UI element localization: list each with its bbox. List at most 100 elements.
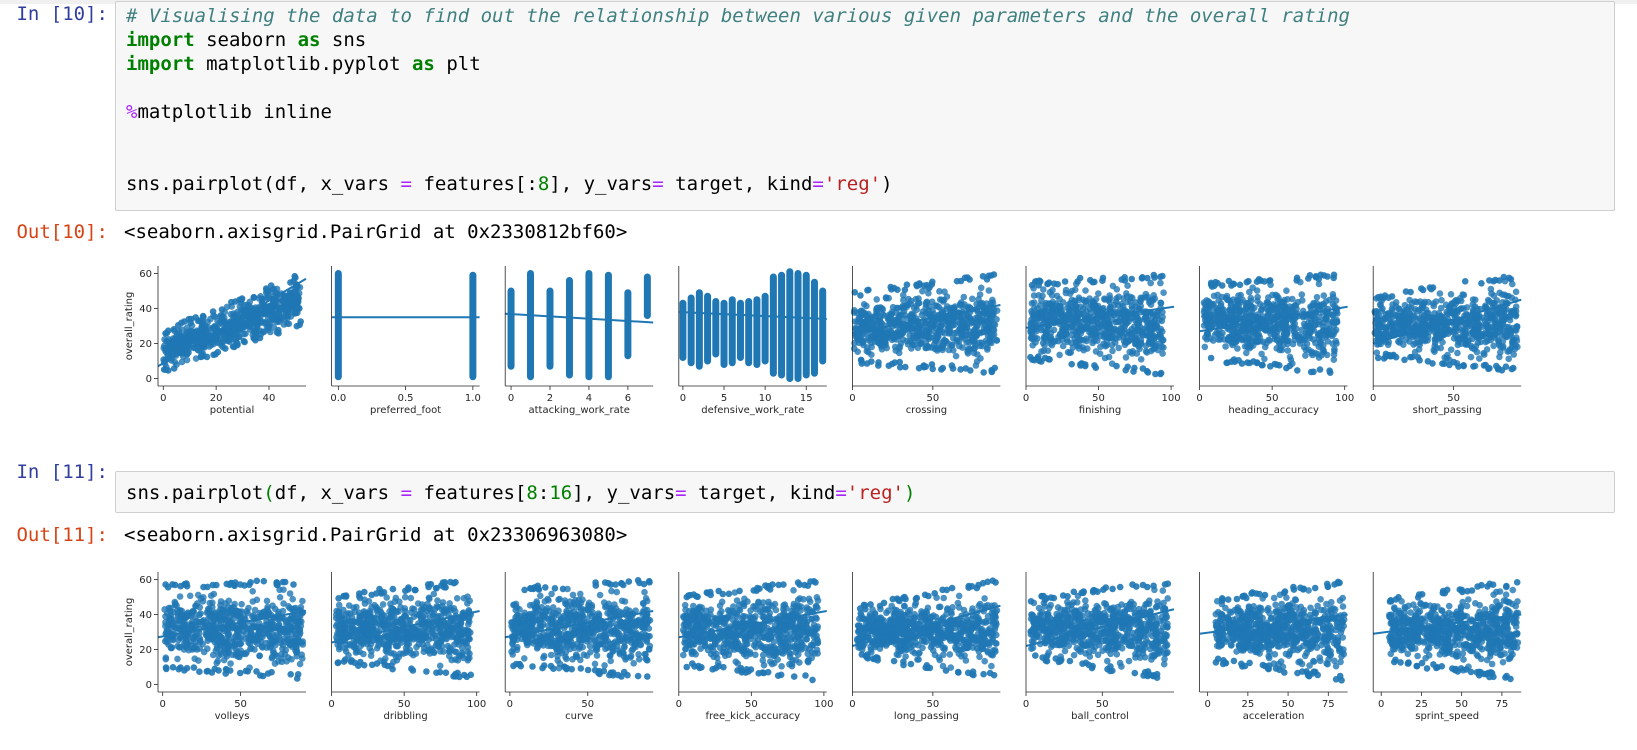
data-point bbox=[1414, 354, 1422, 361]
data-point bbox=[256, 334, 264, 342]
data-point bbox=[1083, 337, 1090, 345]
regression-line bbox=[1199, 305, 1348, 333]
code-line-magic: %matplotlib inline bbox=[126, 101, 332, 123]
data-point bbox=[1258, 307, 1265, 314]
data-point bbox=[949, 341, 956, 349]
data-point bbox=[175, 665, 182, 673]
regression-line bbox=[157, 277, 307, 368]
data-point bbox=[237, 581, 244, 588]
data-point bbox=[1394, 312, 1402, 320]
data-point bbox=[419, 605, 426, 613]
data-point bbox=[1446, 361, 1453, 369]
data-point bbox=[430, 590, 438, 598]
code-cell-11[interactable]: sns.pairplot(df, x_vars = features[8:16]… bbox=[115, 471, 1615, 513]
data-point bbox=[389, 605, 397, 613]
data-point bbox=[240, 330, 248, 338]
data-point bbox=[1375, 316, 1382, 324]
data-point bbox=[204, 583, 211, 591]
data-point bbox=[1293, 305, 1300, 313]
data-point bbox=[413, 643, 420, 651]
data-point bbox=[1424, 358, 1432, 365]
data-point bbox=[229, 313, 237, 320]
data-point bbox=[1224, 359, 1231, 366]
data-point bbox=[1271, 332, 1279, 340]
data-point bbox=[1447, 346, 1455, 353]
data-point bbox=[282, 646, 290, 654]
data-point bbox=[1455, 363, 1462, 370]
data-point bbox=[1381, 292, 1389, 299]
data-point bbox=[1253, 336, 1260, 344]
data-point bbox=[1100, 340, 1107, 348]
data-point bbox=[1480, 349, 1487, 357]
data-point bbox=[258, 318, 266, 325]
data-point bbox=[1064, 304, 1071, 312]
x-tick-label: 0 bbox=[159, 699, 165, 710]
data-point bbox=[1330, 271, 1338, 279]
data-point bbox=[253, 668, 260, 675]
data-point bbox=[265, 319, 272, 326]
data-point bbox=[960, 293, 968, 301]
data-point bbox=[1316, 329, 1323, 337]
data-point bbox=[1407, 288, 1414, 296]
data-point bbox=[1124, 282, 1131, 289]
data-point bbox=[250, 612, 257, 619]
data-point bbox=[211, 334, 218, 341]
data-point bbox=[1434, 325, 1441, 333]
data-point bbox=[1508, 365, 1516, 373]
data-point bbox=[273, 329, 281, 336]
data-point bbox=[219, 313, 226, 320]
data-point bbox=[1088, 334, 1095, 342]
x-tick-label: 2 bbox=[547, 393, 553, 404]
data-point bbox=[459, 644, 466, 652]
data-point bbox=[1330, 356, 1338, 363]
code-cell-10[interactable]: # Visualising the data to find out the r… bbox=[115, 1, 1615, 211]
data-point bbox=[1281, 336, 1289, 343]
data-point bbox=[163, 329, 170, 337]
data-point bbox=[250, 294, 258, 301]
data-point bbox=[1261, 343, 1269, 351]
data-point bbox=[928, 298, 936, 306]
data-point bbox=[243, 608, 250, 615]
data-point bbox=[1046, 289, 1054, 296]
data-point bbox=[1426, 284, 1434, 291]
data-point bbox=[1042, 299, 1050, 307]
data-point bbox=[1375, 322, 1382, 329]
data-point bbox=[993, 337, 1001, 344]
x-tick-label: 50 bbox=[1092, 393, 1105, 404]
data-point bbox=[1444, 330, 1452, 337]
data-point bbox=[1411, 298, 1419, 305]
data-point bbox=[953, 338, 961, 345]
regression-line bbox=[157, 610, 307, 639]
data-point bbox=[222, 345, 229, 352]
data-point bbox=[1095, 324, 1102, 331]
data-point bbox=[299, 597, 306, 605]
data-point bbox=[1289, 323, 1297, 330]
data-point bbox=[1245, 277, 1252, 285]
data-point bbox=[1286, 353, 1294, 361]
data-point bbox=[863, 360, 871, 367]
data-point bbox=[1273, 345, 1280, 352]
data-point bbox=[919, 287, 926, 295]
data-point bbox=[1416, 298, 1424, 305]
data-point bbox=[1283, 364, 1290, 372]
data-point bbox=[1329, 340, 1336, 347]
data-point bbox=[1062, 286, 1070, 294]
data-point bbox=[1487, 285, 1495, 293]
data-point bbox=[920, 363, 928, 371]
data-point bbox=[162, 613, 169, 620]
data-point bbox=[1109, 347, 1116, 355]
data-point bbox=[1447, 291, 1455, 298]
data-point bbox=[263, 597, 271, 605]
data-point bbox=[1113, 286, 1121, 293]
data-point bbox=[1266, 277, 1274, 284]
data-point bbox=[1053, 292, 1061, 300]
data-point bbox=[1089, 278, 1096, 286]
data-point bbox=[1207, 300, 1215, 308]
data-point bbox=[1382, 325, 1390, 333]
data-point bbox=[1497, 349, 1504, 356]
data-point bbox=[1374, 354, 1382, 362]
